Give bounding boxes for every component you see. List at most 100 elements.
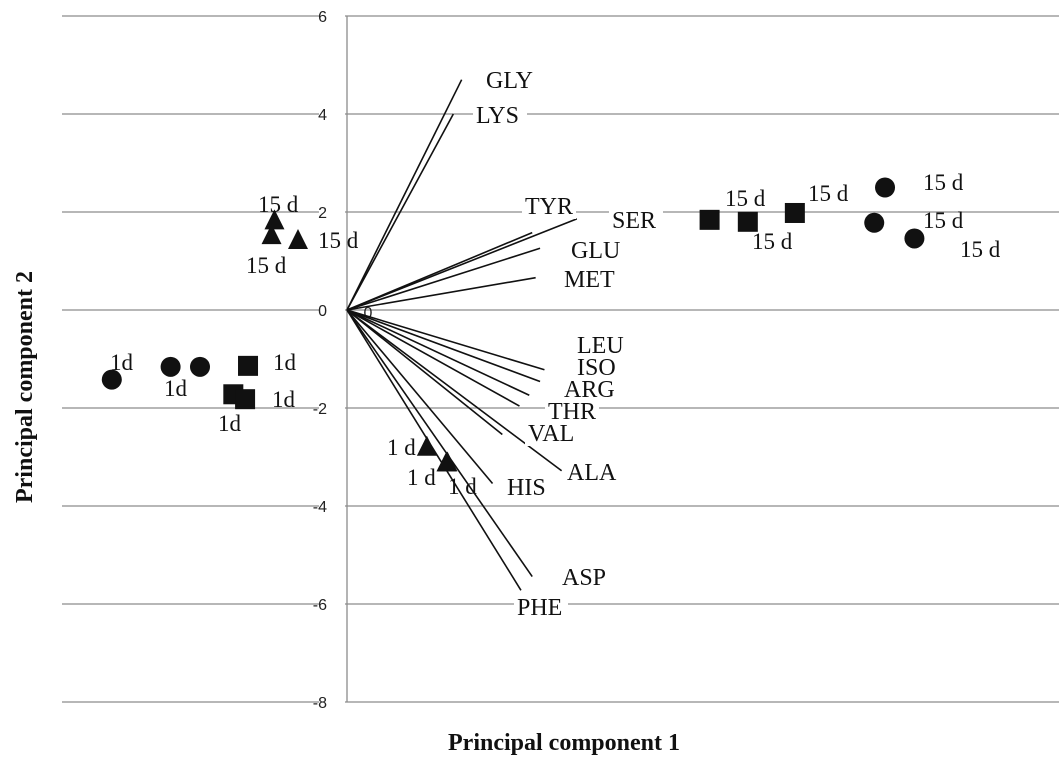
point-label: 1 d [407,465,436,490]
vector-lys [346,113,455,311]
square-marker [737,211,758,232]
square-marker [699,209,720,230]
triangle-marker [288,229,308,249]
vector-label-bg [473,104,527,128]
tick-label-bg [319,595,345,613]
y-tick-label: -8 [313,695,327,712]
point-label: 1d [273,350,297,375]
y-tick-label: -2 [313,401,327,418]
point-label: 15 d [808,181,849,206]
triangle-marker [416,435,437,456]
circle-marker [160,356,181,377]
y-tick-label: -6 [313,597,327,614]
square-marker [235,389,256,410]
point-label: 15 d [752,229,793,254]
vector-iso [346,309,541,383]
point-label: 15 d [960,237,1001,262]
vector-label-asp: ASP [562,565,606,591]
square-marker [238,355,259,376]
score-points [101,177,925,472]
vector-label-bg [514,596,568,620]
vector-label-bg [545,400,599,424]
y-tick-label: 0 [318,303,327,320]
vector-val [346,309,503,436]
vector-label-met: MET [564,267,615,293]
vector-label-bg [564,461,618,485]
vector-label-ala: ALA [567,460,617,486]
point-label: 1 d [448,474,477,499]
tick-label-bg [319,301,345,319]
vector-label-bg [561,268,615,292]
x-axis-title: Principal component 1 [448,730,680,756]
vector-label-leu: LEU [577,333,624,359]
vector-label-ser: SER [612,208,656,234]
circle-marker [190,356,210,377]
vector-label-bg [561,378,615,402]
vector-label-gly: GLY [486,68,533,94]
vector-label-val: VAL [528,421,574,447]
vector-label-bg [574,356,628,380]
vector-thr [346,309,520,407]
vector-label-tyr: TYR [525,194,573,220]
point-label: 15 d [923,208,964,233]
tick-label-bg [319,203,345,221]
y-axis-title: Principal component 2 [12,271,38,503]
vector-label-iso: ISO [577,355,616,381]
point-label: 15 d [725,186,766,211]
triangle-marker [264,209,285,230]
circle-marker [904,228,925,249]
point-label: 15 d [246,253,287,278]
loading-vectors [346,79,578,591]
vector-asp [346,309,533,578]
vector-met [346,276,536,311]
vector-glu [346,247,541,311]
vector-ser [346,218,578,311]
tick-label-bg [319,7,345,25]
origin-label: 0 [364,305,373,322]
triangle-marker [261,224,282,245]
axes: 6 4 2 0 -2 -4 -6 -8 0 [313,7,373,712]
vector-label-bg [574,334,628,358]
vector-label-bg [559,566,613,590]
tick-label-bg [319,105,345,123]
y-tick-label: -4 [313,499,327,516]
vector-label-arg: ARG [564,377,615,403]
point-label: 1d [218,411,242,436]
vector-leu [346,309,545,371]
vector-gly [346,79,463,311]
point-label: 1d [110,350,134,375]
vector-label-bg [504,476,558,500]
vector-label-bg [525,422,579,446]
tick-label-bg [319,693,345,711]
point-label: 15 d [258,192,299,217]
vector-label-bg [522,195,576,219]
circle-marker [875,177,896,198]
y-tick-label: 4 [318,107,327,124]
vector-label-lys: LYS [476,103,519,129]
y-tick-label: 6 [318,9,327,26]
vector-arg [346,309,530,396]
tick-label-bg [319,497,345,515]
point-label: 15 d [318,228,359,253]
point-label: 1d [272,387,296,412]
vector-label-phe: PHE [517,595,562,621]
triangle-marker [437,451,458,472]
circle-marker [101,369,122,390]
point-label: 15 d [923,170,964,195]
vector-his [346,309,494,484]
vector-label-bg [609,209,663,233]
tick-label-bg [319,399,345,417]
point-label: 1d [164,376,188,401]
square-marker [784,202,805,223]
vector-label-bg [568,239,622,263]
y-tick-label: 2 [318,205,327,222]
vector-label-thr: THR [548,399,596,425]
vector-label-bg [483,69,537,93]
point-label: 1 d [387,435,416,460]
circle-marker [864,212,885,233]
vector-label-his: HIS [507,475,546,501]
vector-label-glu: GLU [571,238,620,264]
